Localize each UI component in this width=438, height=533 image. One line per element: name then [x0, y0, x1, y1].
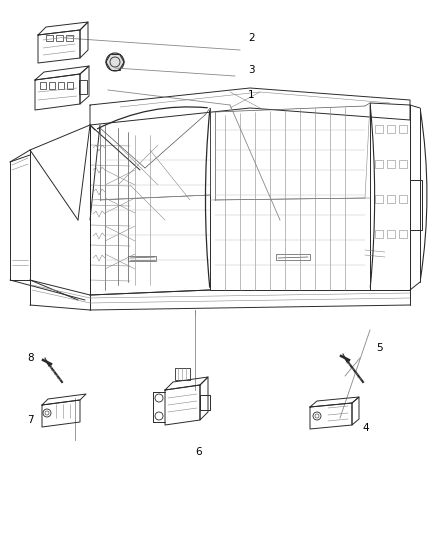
Bar — [375, 125, 383, 133]
Bar — [200, 395, 210, 410]
Text: 7: 7 — [27, 415, 34, 425]
Bar — [46, 35, 53, 41]
Bar — [399, 160, 407, 168]
Bar — [66, 35, 73, 41]
Circle shape — [106, 53, 124, 71]
Text: 4: 4 — [362, 423, 369, 433]
Bar — [58, 82, 64, 89]
Bar — [175, 368, 190, 380]
Text: 8: 8 — [27, 353, 34, 363]
Bar — [375, 230, 383, 238]
Text: 6: 6 — [195, 447, 201, 457]
Bar — [387, 125, 395, 133]
Bar — [276, 254, 310, 260]
Bar — [399, 125, 407, 133]
Bar — [375, 160, 383, 168]
Bar — [387, 230, 395, 238]
Text: 2: 2 — [248, 33, 254, 43]
Bar — [67, 82, 73, 89]
Text: 5: 5 — [376, 343, 383, 353]
Text: 1: 1 — [248, 90, 254, 100]
Bar — [128, 256, 156, 261]
Bar — [79, 80, 87, 94]
Bar — [387, 160, 395, 168]
Bar — [387, 195, 395, 203]
Bar — [40, 82, 46, 89]
Text: 3: 3 — [248, 65, 254, 75]
Bar — [399, 230, 407, 238]
Bar — [49, 82, 55, 89]
Bar — [399, 195, 407, 203]
Bar — [410, 180, 422, 230]
Bar — [375, 195, 383, 203]
Bar — [56, 35, 63, 41]
